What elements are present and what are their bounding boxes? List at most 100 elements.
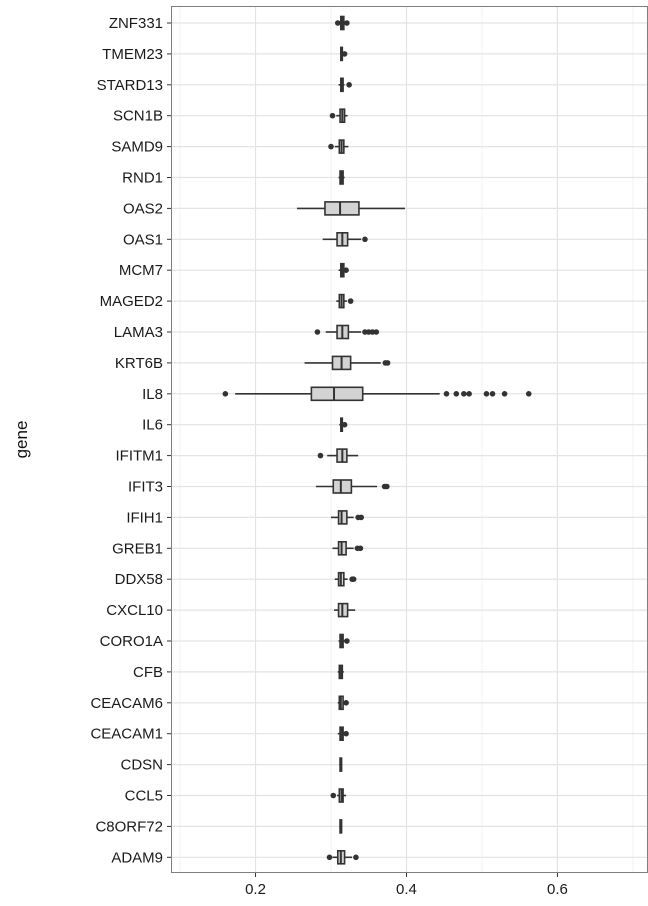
outlier-point (346, 82, 352, 88)
outlier-point (453, 391, 460, 397)
outlier-point (358, 514, 364, 521)
box-ifitm1 (317, 448, 359, 463)
plot-panel-background (171, 6, 648, 873)
outlier-point (343, 730, 349, 737)
box-iqr (332, 479, 353, 494)
outlier-point (328, 143, 334, 150)
outlier-point (347, 298, 354, 304)
outlier-point (525, 391, 532, 397)
x-tick-label: 0.4 (396, 881, 417, 898)
y-tick-label: CFB (133, 664, 163, 681)
y-tick-label: STARD13 (97, 77, 163, 94)
box-tmem23 (340, 46, 348, 62)
outlier-point (362, 236, 368, 243)
y-axis-title: gene (12, 421, 31, 459)
outlier-point (466, 391, 472, 397)
box-ifit3 (315, 479, 390, 494)
y-tick-label: C8ORF72 (95, 818, 163, 835)
y-tick-label: KRT6B (115, 355, 163, 372)
outlier-point (501, 391, 508, 397)
outlier-point (443, 391, 450, 397)
outlier-point (461, 391, 467, 397)
outlier-point (317, 452, 324, 459)
outlier-point (384, 483, 390, 490)
box-oas2 (297, 201, 405, 216)
box-lama3 (314, 324, 380, 340)
y-tick-label: IFIT3 (128, 479, 163, 496)
box-stard13 (338, 77, 352, 93)
outlier-point (343, 700, 349, 706)
outlier-point (326, 854, 333, 861)
outlier-point (344, 20, 350, 26)
outlier-point (353, 854, 359, 861)
outlier-point (343, 267, 349, 274)
outlier-point (350, 576, 357, 582)
box-ifih1 (331, 510, 364, 525)
box-krt6b (304, 355, 391, 371)
box-il8 (222, 386, 532, 402)
x-axis-tick-labels: 0.2 0.4 0.6 (245, 873, 568, 898)
y-tick-label: OAS2 (123, 200, 163, 217)
y-axis-tick-labels: ZNF331 TMEM23 STARD13 SCN1B SAMD9 RND1 OAS2 OAS… (90, 15, 171, 866)
y-tick-label: IL6 (142, 417, 163, 434)
y-tick-label: CEACAM6 (90, 695, 163, 712)
outlier-point (341, 421, 348, 428)
box-il6 (339, 417, 348, 433)
y-tick-label: CORO1A (100, 633, 163, 650)
y-tick-label: SAMD9 (111, 139, 163, 156)
y-tick-label: CCL5 (125, 788, 163, 805)
box-ceacam6 (337, 695, 349, 711)
y-tick-label: SCN1B (113, 108, 163, 125)
outlier-point (483, 391, 490, 397)
y-tick-label: MCM7 (119, 262, 163, 279)
box-iqr (324, 201, 360, 216)
box-adam9 (326, 849, 359, 865)
boxplots (222, 15, 532, 865)
outlier-point (373, 329, 380, 335)
outlier-point (357, 545, 364, 552)
box-iqr (310, 386, 364, 402)
outlier-point (384, 360, 391, 366)
box-iqr (337, 510, 348, 525)
box-cfb (337, 664, 344, 680)
gridlines (171, 6, 648, 873)
y-tick-label: ZNF331 (109, 15, 163, 32)
box-maged2 (336, 293, 354, 309)
outlier-point (329, 112, 336, 119)
y-tick-label: OAS1 (123, 231, 163, 248)
box-ddx58 (334, 571, 357, 587)
x-tick-label: 0.2 (245, 881, 266, 898)
box-coro1a (338, 633, 350, 649)
box-greb1 (332, 540, 364, 556)
y-tick-label: IL8 (142, 386, 163, 403)
box-c8orf72 (339, 819, 343, 834)
x-tick-label: 0.6 (547, 881, 568, 898)
y-tick-label: IFIH1 (126, 509, 163, 526)
box-oas1 (322, 232, 368, 247)
outlier-point (344, 638, 350, 644)
box-znf331 (334, 15, 350, 31)
y-tick-label: CDSN (120, 757, 163, 774)
outlier-point (489, 391, 496, 397)
box-scn1b (329, 108, 348, 123)
box-mcm7 (338, 262, 349, 278)
outlier-point (330, 792, 337, 799)
y-tick-label: LAMA3 (114, 324, 163, 341)
outlier-point (341, 51, 348, 57)
box-ccl5 (330, 788, 347, 803)
y-tick-label: ADAM9 (111, 849, 163, 866)
outlier-point (314, 329, 321, 335)
y-tick-label: IFITM1 (116, 448, 164, 465)
y-tick-label: GREB1 (112, 540, 163, 557)
y-tick-label: DDX58 (115, 571, 163, 588)
box-ceacam1 (337, 726, 349, 742)
outlier-point (334, 20, 341, 26)
box-rnd1 (338, 170, 345, 185)
outlier-point (222, 391, 229, 397)
y-tick-label: MAGED2 (100, 293, 163, 310)
y-tick-label: CEACAM1 (90, 726, 163, 743)
y-tick-label: TMEM23 (102, 46, 163, 63)
box-samd9 (328, 139, 349, 154)
y-tick-label: CXCL10 (106, 602, 163, 619)
